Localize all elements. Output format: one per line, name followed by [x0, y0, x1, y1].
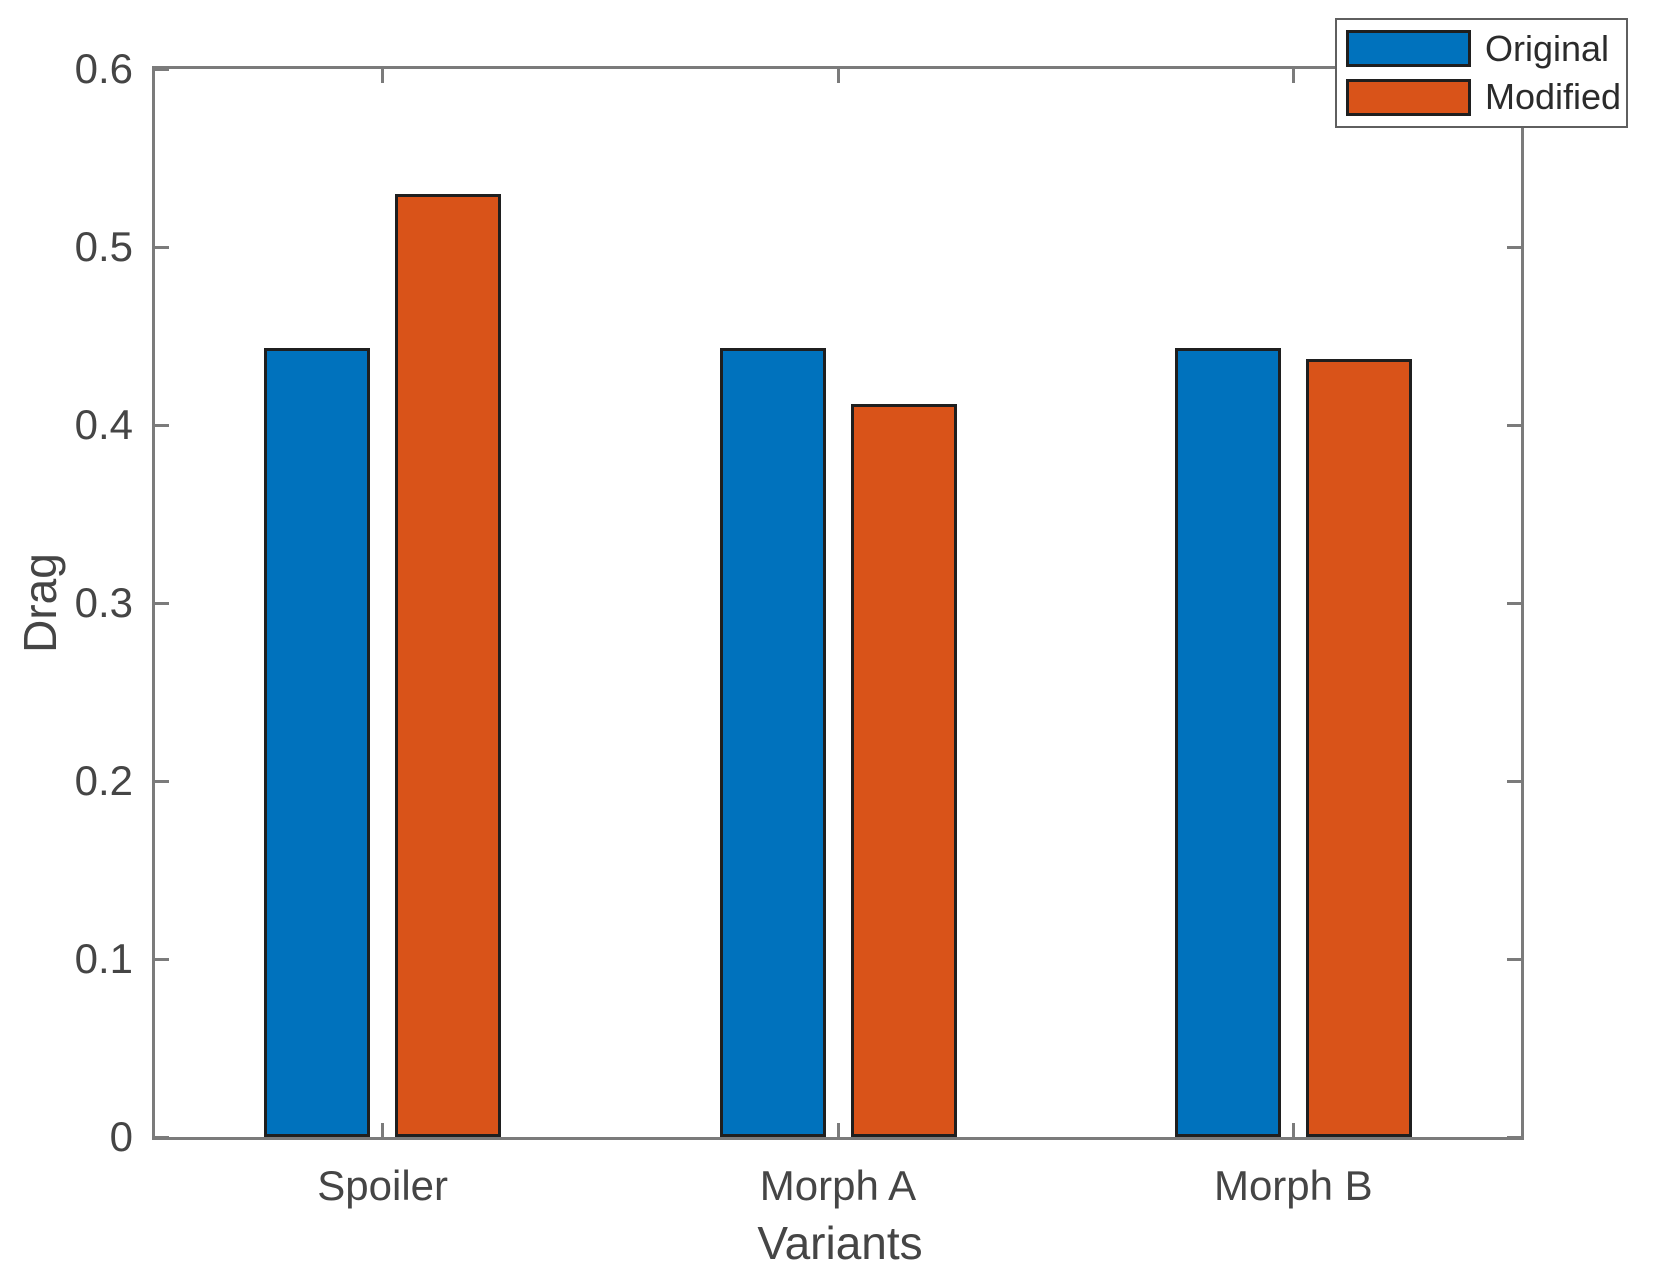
y-tick-right	[1507, 423, 1521, 427]
y-tick-label: 0.6	[74, 45, 133, 92]
bar-original-spoiler	[264, 348, 371, 1137]
x-category-label-spoiler: Spoiler	[317, 1162, 449, 1209]
x-tick-bottom	[836, 1123, 840, 1137]
y-tick-left	[155, 67, 169, 71]
y-tick-left	[155, 423, 169, 427]
y-tick-right	[1507, 779, 1521, 783]
plot-area	[152, 66, 1524, 1140]
y-tick-label: 0	[109, 1113, 133, 1160]
y-tick-left	[155, 957, 169, 961]
y-tick-label: 0.3	[74, 579, 133, 626]
x-category-label-morph-a: Morph A	[759, 1162, 917, 1209]
x-tick-bottom	[1291, 1123, 1295, 1137]
y-tick-label: 0.2	[74, 757, 133, 804]
y-tick-left	[155, 601, 169, 605]
x-tick-bottom	[381, 1123, 385, 1137]
bar-modified-morph-a	[850, 403, 957, 1137]
legend-item-original: Original	[1346, 27, 1626, 69]
legend-label-original: Original	[1485, 27, 1610, 69]
legend: Original Modified	[1335, 18, 1628, 128]
y-tick-left	[155, 779, 169, 783]
y-tick-left	[155, 245, 169, 249]
x-tick-top	[836, 69, 840, 83]
bar-modified-morph-b	[1305, 359, 1412, 1137]
bar-original-morph-b	[1174, 348, 1281, 1137]
x-axis-label: Variants	[757, 1217, 923, 1269]
x-category-label-morph-b: Morph B	[1213, 1162, 1373, 1209]
y-tick-label: 0.1	[74, 935, 133, 982]
bar-modified-spoiler	[395, 193, 502, 1137]
y-tick-right	[1507, 957, 1521, 961]
legend-swatch-modified	[1346, 78, 1471, 116]
y-tick-right	[1507, 245, 1521, 249]
x-tick-top	[1291, 69, 1295, 83]
y-tick-left	[155, 1135, 169, 1139]
legend-swatch-original	[1346, 30, 1471, 68]
bar-original-morph-a	[719, 348, 826, 1137]
y-tick-right	[1507, 1135, 1521, 1139]
y-tick-right	[1507, 601, 1521, 605]
x-tick-top	[381, 69, 385, 83]
legend-item-modified: Modified	[1346, 77, 1626, 117]
y-tick-label: 0.5	[74, 223, 133, 270]
y-tick-label: 0.4	[74, 401, 133, 448]
legend-label-modified: Modified	[1485, 76, 1622, 118]
